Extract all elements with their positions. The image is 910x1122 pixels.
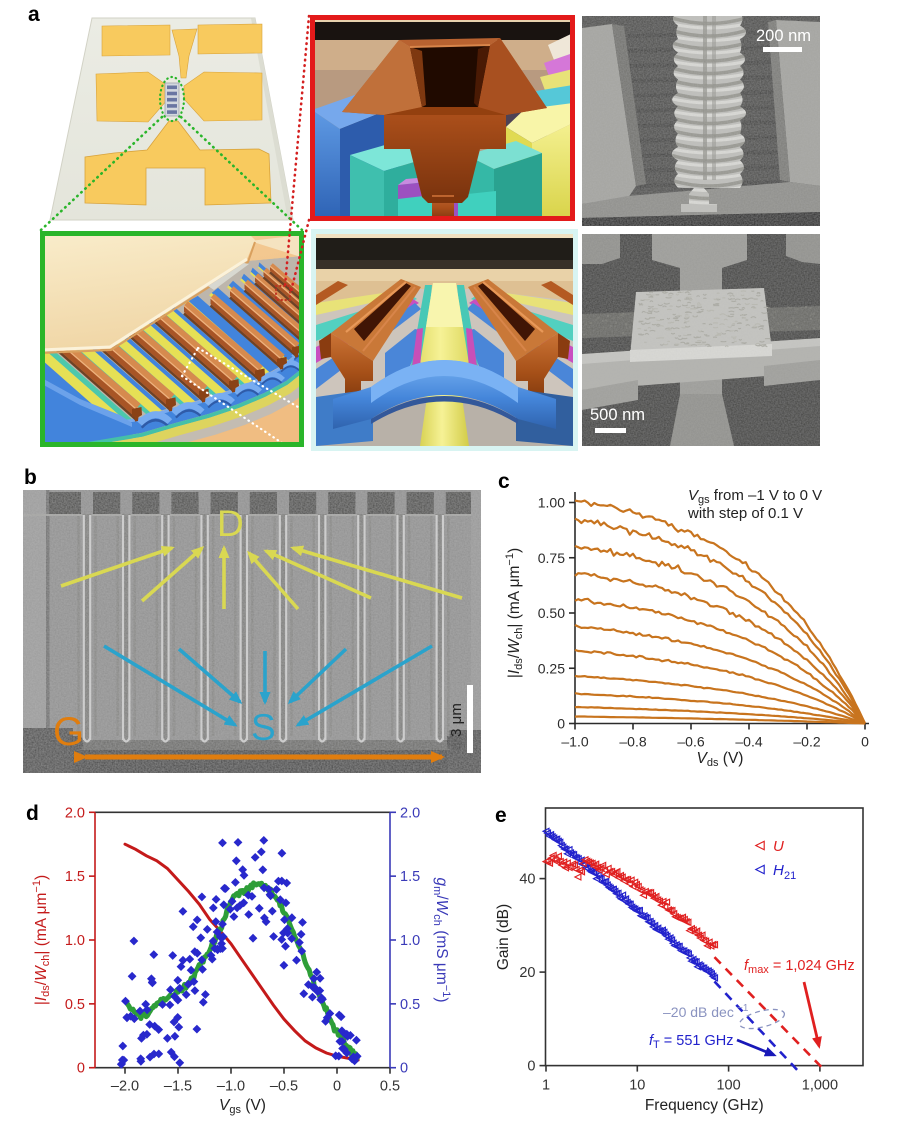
- svg-text:0.75: 0.75: [538, 550, 565, 566]
- svg-text:0.5: 0.5: [400, 997, 420, 1013]
- svg-text:fT = 551 GHz: fT = 551 GHz: [649, 1033, 734, 1051]
- svg-text:2.0: 2.0: [65, 805, 85, 821]
- svg-text:200 nm: 200 nm: [756, 27, 811, 45]
- svg-text:0.5: 0.5: [380, 1079, 400, 1095]
- svg-text:1.0: 1.0: [400, 933, 420, 949]
- svg-text:100: 100: [716, 1078, 740, 1094]
- svg-text:U: U: [773, 838, 784, 855]
- svg-text:0: 0: [557, 716, 565, 732]
- svg-text:3 μm: 3 μm: [448, 703, 465, 737]
- svg-text:1,000: 1,000: [802, 1078, 838, 1094]
- svg-text:0: 0: [400, 1061, 408, 1077]
- svg-text:Gain (dB): Gain (dB): [495, 904, 512, 970]
- svg-text:0: 0: [861, 734, 869, 750]
- svg-text:Vgs (V): Vgs (V): [219, 1097, 266, 1116]
- svg-text:|Ids/Wch| (mA μm−1): |Ids/Wch| (mA μm−1): [504, 548, 525, 678]
- svg-text:0.50: 0.50: [538, 605, 565, 621]
- svg-text:–2.0: –2.0: [111, 1079, 139, 1095]
- svg-text:with step of 0.1 V: with step of 0.1 V: [687, 505, 803, 522]
- svg-text:–0.8: –0.8: [619, 734, 646, 750]
- svg-text:10: 10: [629, 1078, 645, 1094]
- svg-text:|Ids/Wch| (mA μm−1): |Ids/Wch| (mA μm−1): [31, 875, 52, 1005]
- svg-text:S: S: [251, 707, 276, 748]
- svg-text:1.5: 1.5: [65, 869, 85, 885]
- svg-text:−1: −1: [737, 1003, 749, 1014]
- svg-text:–0.5: –0.5: [270, 1079, 298, 1095]
- svg-text:40: 40: [519, 872, 535, 888]
- svg-text:–1.0: –1.0: [217, 1079, 245, 1095]
- svg-text:0: 0: [77, 1061, 85, 1077]
- svg-text:0.25: 0.25: [538, 660, 565, 676]
- svg-text:gm/Wch (mS μm−1): gm/Wch (mS μm−1): [431, 878, 452, 1003]
- svg-text:fmax = 1,024 GHz: fmax = 1,024 GHz: [744, 958, 855, 976]
- svg-text:Frequency (GHz): Frequency (GHz): [645, 1097, 764, 1114]
- svg-text:0: 0: [527, 1059, 535, 1075]
- svg-text:–1.5: –1.5: [164, 1079, 192, 1095]
- svg-text:H: H: [773, 862, 784, 879]
- svg-text:20: 20: [519, 965, 535, 981]
- svg-text:–20 dB dec: –20 dB dec: [663, 1004, 734, 1020]
- svg-text:G: G: [53, 710, 84, 754]
- svg-text:21: 21: [784, 870, 796, 882]
- svg-text:0.5: 0.5: [65, 997, 85, 1013]
- svg-text:Vgs from –1 V to 0 V: Vgs from –1 V to 0 V: [688, 487, 822, 506]
- svg-text:2.0: 2.0: [400, 805, 420, 821]
- svg-text:–0.6: –0.6: [677, 734, 704, 750]
- svg-text:–0.2: –0.2: [793, 734, 820, 750]
- svg-text:0: 0: [333, 1079, 341, 1095]
- svg-text:500 nm: 500 nm: [590, 406, 645, 424]
- svg-text:–0.4: –0.4: [735, 734, 762, 750]
- svg-text:–1.0: –1.0: [561, 734, 588, 750]
- svg-text:1.0: 1.0: [65, 933, 85, 949]
- svg-text:D: D: [217, 503, 244, 544]
- svg-text:Vds (V): Vds (V): [697, 750, 744, 769]
- svg-text:1: 1: [542, 1078, 550, 1094]
- svg-text:1.5: 1.5: [400, 869, 420, 885]
- svg-text:1.00: 1.00: [538, 495, 565, 511]
